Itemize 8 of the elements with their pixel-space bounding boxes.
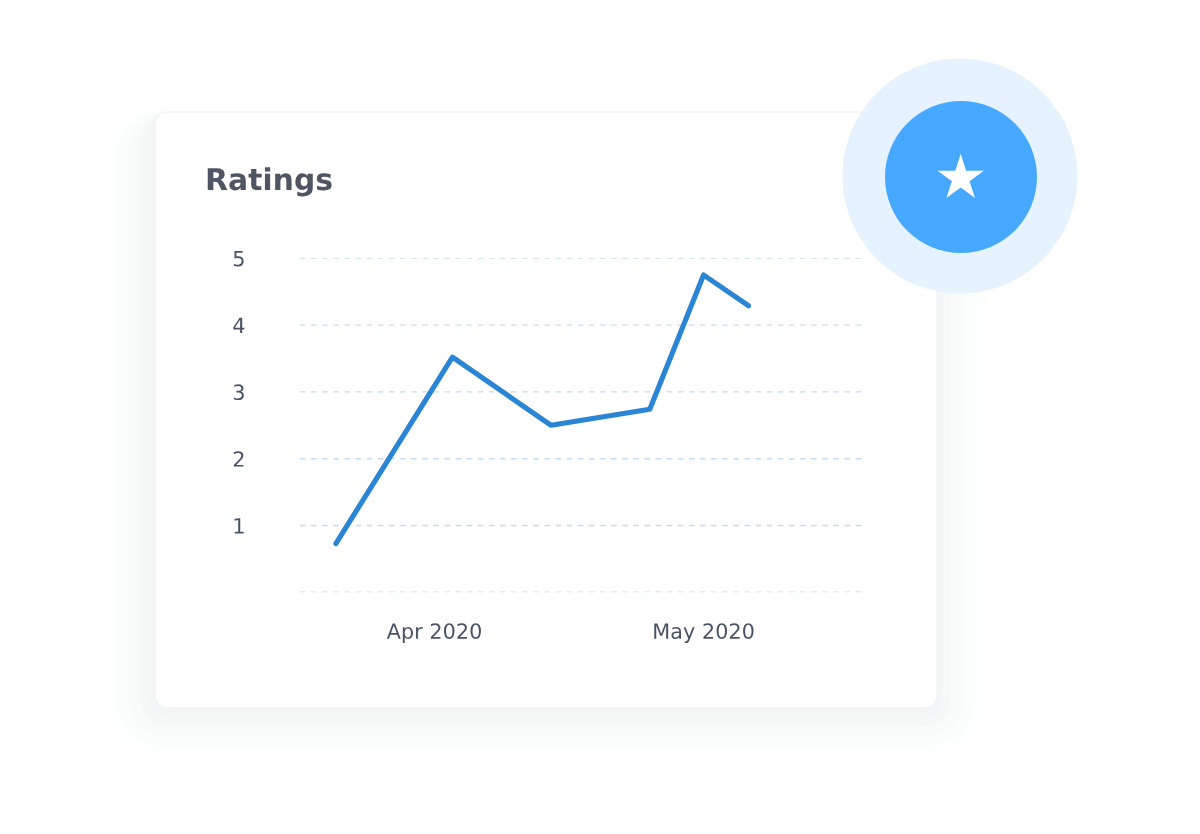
y-tick-label: 5 [233,251,244,267]
x-tick-label: Apr 2020 [386,623,481,644]
chart-title: Ratings [207,167,332,197]
y-tick-label: 4 [233,317,245,334]
y-tick-label: 2 [233,451,244,467]
x-tick-label: May 2020 [654,623,754,644]
y-tick-label: 3 [233,384,244,401]
y-tick-label: 1 [234,518,244,534]
